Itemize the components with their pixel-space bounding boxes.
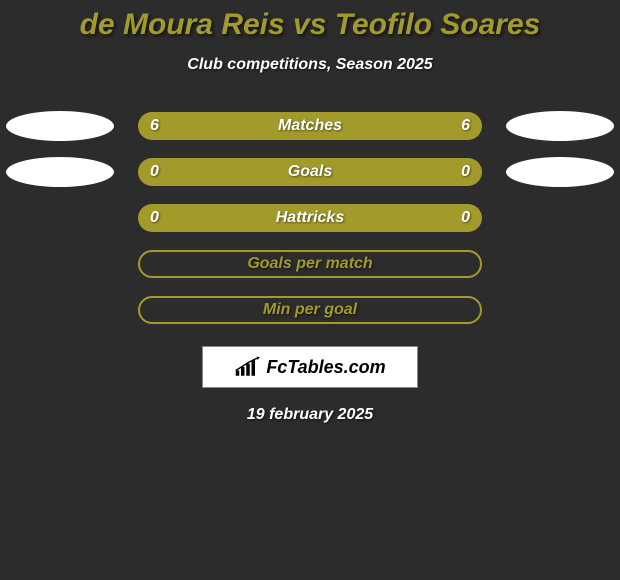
stat-value-right: 0 xyxy=(461,209,470,227)
comparison-rows: Matches 6 6 Goals 0 0 Hattricks 0 0 Goals per mat… xyxy=(0,112,620,324)
stat-row: Min per goal xyxy=(0,296,620,324)
watermark: FcTables.com xyxy=(202,346,418,388)
stat-row: Goals 0 0 xyxy=(0,158,620,186)
stat-value-right: 0 xyxy=(461,163,470,181)
stat-bar: Goals per match xyxy=(138,250,482,278)
stat-bar: Hattricks 0 0 xyxy=(138,204,482,232)
stat-label: Goals xyxy=(288,163,332,181)
bars-icon xyxy=(234,356,262,378)
stat-value-right: 6 xyxy=(461,117,470,135)
date-label: 19 february 2025 xyxy=(0,406,620,424)
stat-label: Matches xyxy=(278,117,342,135)
stat-label: Goals per match xyxy=(247,255,372,273)
stat-value-left: 6 xyxy=(150,117,159,135)
page-title: de Moura Reis vs Teofilo Soares xyxy=(0,0,620,42)
stat-row: Matches 6 6 xyxy=(0,112,620,140)
stat-row: Goals per match xyxy=(0,250,620,278)
stat-value-left: 0 xyxy=(150,163,159,181)
player-left-marker xyxy=(6,111,114,141)
player-right-marker xyxy=(506,111,614,141)
stat-bar: Min per goal xyxy=(138,296,482,324)
stat-row: Hattricks 0 0 xyxy=(0,204,620,232)
subtitle: Club competitions, Season 2025 xyxy=(0,56,620,74)
stat-label: Min per goal xyxy=(263,301,357,319)
stat-value-left: 0 xyxy=(150,209,159,227)
stat-bar: Goals 0 0 xyxy=(138,158,482,186)
stat-bar: Matches 6 6 xyxy=(138,112,482,140)
player-right-marker xyxy=(506,157,614,187)
player-left-marker xyxy=(6,157,114,187)
stat-label: Hattricks xyxy=(276,209,344,227)
watermark-text: FcTables.com xyxy=(266,357,385,378)
